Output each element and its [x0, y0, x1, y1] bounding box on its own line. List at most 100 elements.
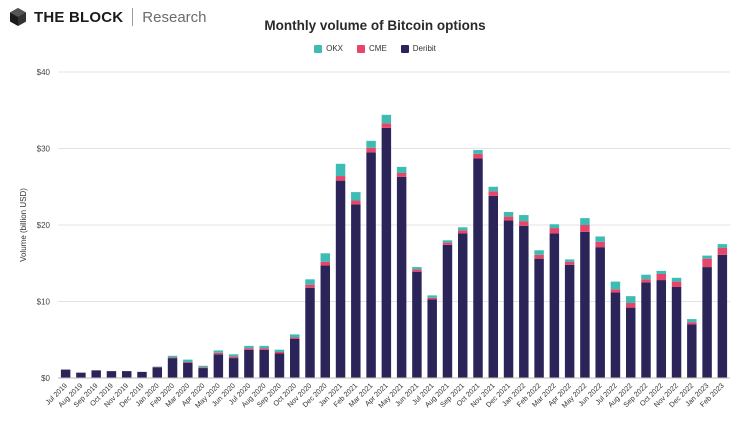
bar-segment-cme	[549, 228, 560, 234]
bar-segment-cme	[519, 221, 529, 226]
bar-segment-okx	[687, 319, 697, 323]
bar-segment-deribit	[183, 362, 193, 378]
bar-segment-okx	[351, 192, 361, 201]
bar-segment-deribit	[564, 264, 575, 378]
bar-segment-cme	[427, 297, 437, 300]
bar-segment-cme	[610, 289, 621, 293]
bar-segment-cme	[457, 230, 468, 234]
legend-item-okx: OKX	[314, 44, 343, 53]
bar-segment-okx	[366, 140, 376, 148]
brand-divider	[132, 8, 134, 26]
bar-segment-cme	[488, 191, 499, 196]
bar-segment-okx	[488, 186, 499, 192]
bar-segment-cme	[396, 172, 407, 177]
bar-segment-okx	[717, 244, 728, 248]
bar-segment-cme	[289, 337, 300, 339]
bar-segment-okx	[167, 355, 178, 358]
bar-segment-deribit	[305, 287, 315, 378]
bar-segment-deribit	[106, 371, 117, 378]
bar-segment-cme	[213, 352, 224, 355]
bar-segment-okx	[244, 345, 254, 349]
legend-item-cme: CME	[357, 44, 387, 53]
bar-segment-deribit	[244, 349, 254, 378]
bar-segment-cme	[381, 123, 392, 128]
bar-segment-okx	[183, 359, 193, 362]
bar-segment-okx	[320, 253, 331, 262]
bar-segment-deribit	[121, 371, 132, 378]
bar-segment-deribit	[274, 353, 285, 378]
bar-segment-cme	[503, 216, 514, 221]
bar-segment-cme	[564, 261, 575, 265]
bar-segment-deribit	[717, 254, 728, 378]
bar-segment-okx	[381, 114, 392, 124]
bar-segment-deribit	[488, 195, 499, 378]
bar-segment-cme	[442, 242, 453, 245]
bar-segment-okx	[213, 350, 224, 353]
bar-segment-okx	[625, 296, 636, 304]
bar-segment-okx	[549, 224, 560, 229]
bar-segment-deribit	[427, 299, 437, 378]
bar-segment-deribit	[60, 369, 71, 378]
bar-segment-cme	[259, 348, 269, 350]
bar-segment-cme	[305, 284, 315, 288]
bar-segment-okx	[503, 211, 514, 217]
bar-segment-cme	[717, 247, 728, 255]
bar-segment-cme	[198, 367, 208, 369]
bar-segment-deribit	[351, 204, 361, 378]
bar-segment-cme	[183, 361, 193, 363]
brand-name: THE BLOCK	[34, 8, 124, 26]
bar-segment-deribit	[641, 282, 651, 378]
bar-segment-deribit	[503, 220, 514, 378]
bar-segment-deribit	[442, 244, 453, 378]
bar-segment-okx	[259, 345, 269, 349]
bar-segment-cme	[244, 348, 254, 350]
bar-segment-okx	[442, 240, 453, 243]
y-tick-label: $10	[37, 298, 51, 307]
bar-segment-cme	[656, 273, 667, 281]
bar-segment-deribit	[595, 247, 605, 378]
bar-segment-okx	[702, 255, 712, 259]
bar-segment-deribit	[76, 372, 86, 378]
bar-segment-cme	[641, 279, 651, 283]
bar-segment-cme	[366, 147, 376, 153]
the-block-logo-icon	[10, 8, 26, 26]
bar-segment-deribit	[656, 280, 667, 378]
bar-segment-deribit	[549, 233, 560, 378]
bar-segment-deribit	[381, 127, 392, 378]
bar-segment-cme	[702, 258, 712, 268]
bar-segment-deribit	[702, 267, 712, 378]
bar-segment-okx	[396, 166, 407, 173]
bar-segment-okx	[412, 267, 422, 270]
bar-segment-cme	[687, 322, 697, 325]
y-tick-label: $0	[41, 374, 50, 383]
bar-segment-deribit	[457, 233, 468, 378]
bar-segment-okx	[534, 250, 544, 255]
bar-segment-deribit	[610, 292, 621, 378]
bar-segment-cme	[320, 261, 331, 266]
brand-subtitle: Research	[142, 8, 207, 26]
bar-segment-deribit	[412, 271, 422, 378]
bar-segment-cme	[351, 200, 361, 205]
bar-segment-deribit	[625, 307, 636, 378]
bar-segment-cme	[671, 281, 682, 287]
bar-segment-okx	[274, 349, 285, 352]
legend-swatch	[357, 44, 365, 53]
bar-segment-deribit	[320, 265, 331, 378]
bar-segment-cme	[625, 303, 636, 308]
bar-segment-deribit	[580, 231, 590, 378]
bar-segment-cme	[274, 351, 285, 354]
bar-stacks	[60, 114, 728, 378]
bar-segment-okx	[473, 150, 483, 154]
bar-segment-deribit	[396, 176, 407, 378]
legend-label: Deribit	[412, 44, 436, 53]
bar-segment-cme	[580, 225, 590, 232]
legend-swatch	[400, 44, 409, 53]
bar-segment-cme	[228, 356, 239, 359]
bar-segment-deribit	[137, 371, 147, 378]
bar-segment-okx	[580, 218, 590, 225]
bar-segment-deribit	[335, 180, 346, 378]
brand: THE BLOCK Research	[8, 6, 207, 28]
bar-segment-okx	[595, 236, 605, 242]
